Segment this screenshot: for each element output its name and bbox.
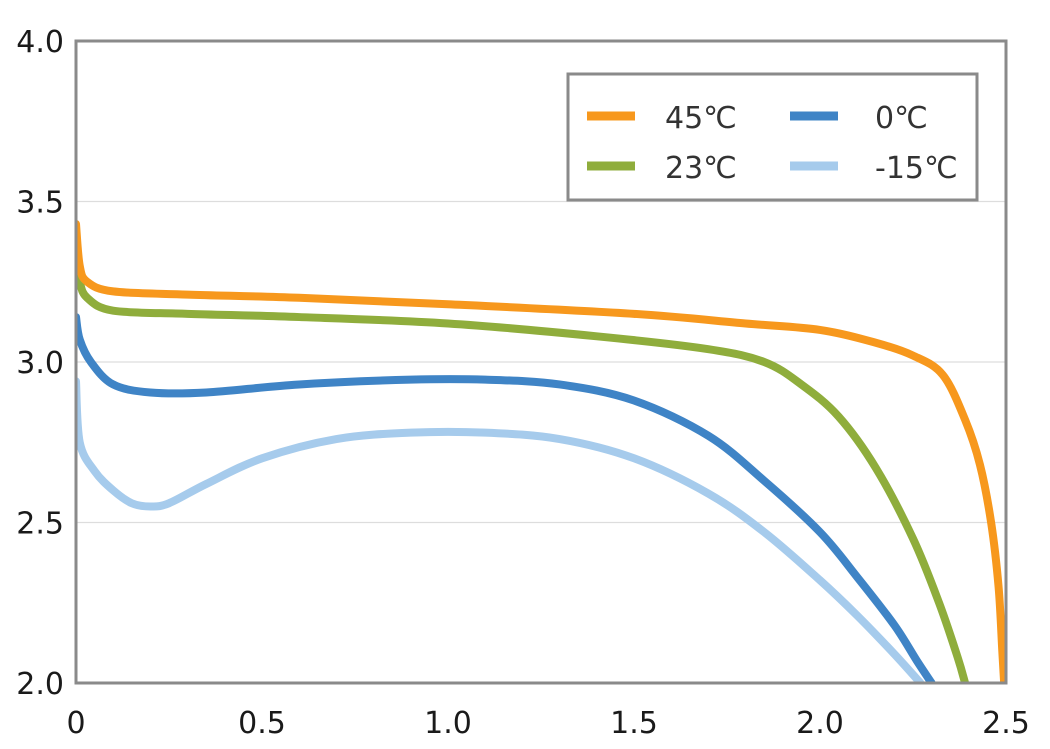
legend-label: 23℃ [665, 151, 737, 186]
y-axis-tick-labels: 2.0 2.5 3.0 3.5 4.0 [16, 25, 64, 702]
y-tick-label: 2.5 [16, 507, 64, 542]
series-line-2 [76, 313, 936, 683]
series-lines [76, 219, 1006, 683]
legend-label: 0℃ [875, 101, 928, 136]
plot-frame [74, 39, 1008, 685]
y-tick-label: 3.5 [16, 186, 64, 221]
series-line-0 [76, 219, 1006, 683]
legend-items: 45℃ 23℃ 0℃ -15℃ [587, 101, 958, 186]
series-line-3 [76, 377, 925, 683]
y-tick-label: 4.0 [16, 25, 64, 60]
x-tick-label: 1.5 [610, 706, 658, 741]
legend-box [566, 72, 979, 202]
x-tick-label: 2.5 [982, 706, 1030, 741]
y-tick-label: 2.0 [16, 667, 64, 702]
y-tick-label: 3.0 [16, 346, 64, 381]
x-tick-label: 1.0 [424, 706, 472, 741]
x-tick-label: 0.5 [238, 706, 286, 741]
x-axis-tick-labels: 0 0.5 1.0 1.5 2.0 2.5 [66, 706, 1029, 741]
legend-label: 45℃ [665, 101, 737, 136]
legend: 45℃ 23℃ 0℃ -15℃ [566, 72, 979, 202]
gridlines [76, 200, 1006, 524]
legend-label: -15℃ [875, 151, 958, 186]
x-tick-label: 2.0 [796, 706, 844, 741]
x-tick-label: 0 [66, 706, 85, 741]
series-line-1 [76, 255, 970, 683]
